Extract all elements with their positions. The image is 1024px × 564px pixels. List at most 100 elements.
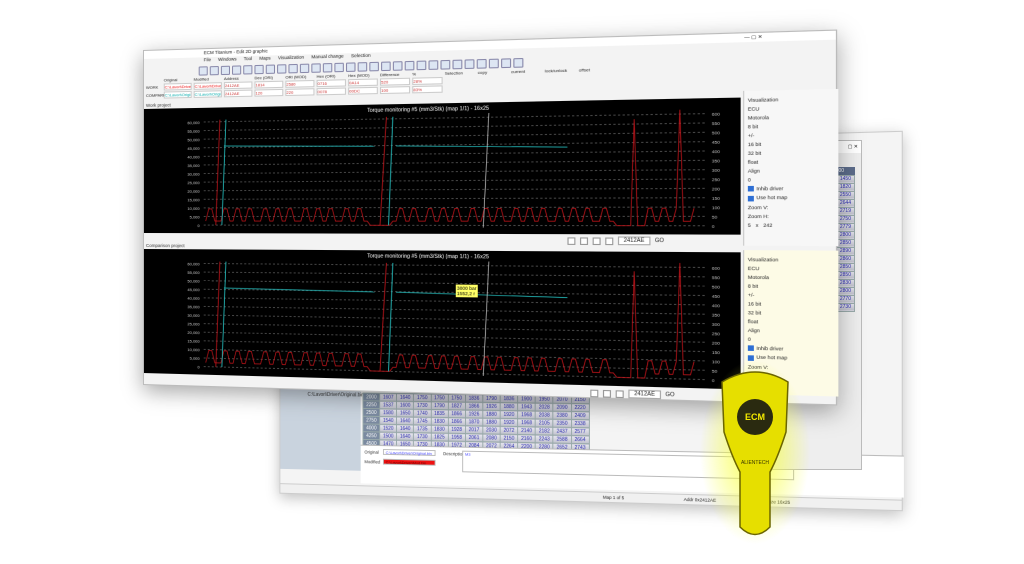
table-cell[interactable]: 1827 <box>448 401 466 410</box>
toolbar-button[interactable] <box>299 63 310 73</box>
info-cell[interactable]: 2412AE <box>223 89 253 98</box>
toolbar-button[interactable] <box>381 60 391 71</box>
toolbar-button[interactable] <box>209 65 219 75</box>
toolbar-button[interactable] <box>232 64 242 75</box>
nav-button[interactable] <box>567 236 576 245</box>
table-cell[interactable]: 1600 <box>396 401 414 410</box>
table-cell[interactable]: 1740 <box>413 409 431 418</box>
table-cell[interactable]: 2028 <box>535 402 554 412</box>
info-cell[interactable]: 2412AE <box>223 81 253 90</box>
checkbox[interactable] <box>747 354 754 361</box>
toolbar-button[interactable] <box>416 60 427 70</box>
table-cell[interactable]: 2350 <box>553 419 572 428</box>
table-cell[interactable]: 1880 <box>500 402 518 411</box>
menu-tool[interactable]: Tool <box>243 55 253 62</box>
size-w[interactable]: 5 <box>747 222 751 228</box>
work-chart-plot[interactable]: 60,00060055,00055050,00050045,00045040,0… <box>144 98 741 235</box>
toolbar-button[interactable] <box>392 60 403 71</box>
info-cell[interactable]: 120 <box>254 88 284 97</box>
info-cell[interactable]: 00DC <box>348 86 378 95</box>
go-button[interactable]: GO <box>654 237 665 245</box>
table-cell[interactable]: 2437 <box>553 427 572 436</box>
nav-button[interactable] <box>590 389 599 397</box>
nav-button[interactable] <box>592 236 601 245</box>
table-cell[interactable]: 1926 <box>465 409 483 419</box>
info-cell[interactable]: 0716 <box>316 79 346 88</box>
work-chart[interactable]: Torque monitoring #5 (mm3/Stk) (map 1/1)… <box>143 97 741 235</box>
menu-selection[interactable]: Selection <box>351 52 371 59</box>
table-cell[interactable]: 1790 <box>482 394 501 403</box>
info-cell[interactable]: 1814 <box>254 80 284 89</box>
toolbar-button[interactable] <box>404 60 415 70</box>
table-cell[interactable]: 1640 <box>396 393 414 402</box>
toolbar-button[interactable] <box>277 63 287 74</box>
table-cell[interactable]: 1926 <box>482 402 501 411</box>
menu-windows[interactable]: Windows <box>218 56 237 62</box>
address-field[interactable]: 2412AE <box>628 389 661 400</box>
toolbar-button[interactable] <box>254 64 264 74</box>
info-cell[interactable]: 520 <box>379 77 411 86</box>
table-cell[interactable]: 1750 <box>448 394 466 403</box>
info-cell[interactable]: 2580 <box>285 79 315 88</box>
toolbar-button[interactable] <box>311 62 321 73</box>
info-cell[interactable]: 0078 <box>316 87 346 96</box>
info-cell[interactable]: 28% <box>412 76 443 85</box>
table-cell[interactable]: 1943 <box>517 402 536 411</box>
comparison-chart[interactable]: Torque monitoring #5 (mm3/Stk) (map 1/1)… <box>143 249 741 390</box>
table-cell[interactable]: 1750 <box>413 393 431 402</box>
menu-manual-change[interactable]: Manual change <box>311 53 344 60</box>
table-cell[interactable]: 1866 <box>465 402 483 411</box>
table-cell[interactable]: 1607 <box>379 393 397 402</box>
table-cell[interactable]: 1580 <box>379 408 397 417</box>
toolbar-button[interactable] <box>345 61 356 72</box>
toolbar-button[interactable] <box>501 57 512 68</box>
size-h[interactable]: 242 <box>763 222 773 228</box>
window-controls[interactable]: — ▢ ✕ <box>744 33 763 40</box>
toolbar-button[interactable] <box>369 61 379 71</box>
checkbox[interactable] <box>747 195 754 202</box>
table-cell[interactable]: 2017 <box>465 425 483 434</box>
nav-button[interactable] <box>605 236 614 245</box>
menu-visualization[interactable]: Visualization <box>277 54 305 61</box>
comparison-chart-plot[interactable]: 60,00060055,00055050,00050045,00045040,0… <box>144 249 741 389</box>
table-cell[interactable]: 2182 <box>535 426 554 436</box>
checkbox[interactable] <box>747 345 754 352</box>
toolbar-button[interactable] <box>464 58 475 69</box>
table-cell[interactable]: 1880 <box>482 418 501 427</box>
table-cell[interactable]: 2220 <box>571 403 590 412</box>
table-cell[interactable]: 2038 <box>535 410 554 420</box>
table-cell[interactable]: 1640 <box>396 416 414 425</box>
table-cell[interactable]: 1750 <box>430 393 449 402</box>
table-cell[interactable]: 1640 <box>396 424 414 433</box>
nav-button[interactable] <box>580 236 589 245</box>
info-cell[interactable]: C:\Lavori\Original.bin <box>193 90 222 98</box>
table-cell[interactable]: 1870 <box>465 417 483 426</box>
nav-button[interactable] <box>615 389 624 398</box>
table-cell[interactable]: 2105 <box>535 418 554 428</box>
info-cell[interactable]: 0A14 <box>348 78 378 87</box>
table-cell[interactable]: 1790 <box>430 401 449 410</box>
toolbar-button[interactable] <box>440 59 451 70</box>
table-cell[interactable]: 1920 <box>500 418 518 427</box>
menu-file[interactable]: File <box>203 57 212 63</box>
info-cell[interactable]: C:\Lavori\Driver\Original.bin <box>163 82 192 91</box>
original-path[interactable]: C:\Lavori\Driver\Original.bin <box>382 449 436 456</box>
table-cell[interactable]: 2380 <box>553 411 572 420</box>
menu-maps[interactable]: Maps <box>259 55 271 61</box>
info-cell[interactable]: C:\Lavori\Original.bin <box>163 90 192 99</box>
table-cell[interactable]: 2030 <box>482 425 501 435</box>
table-cell[interactable]: 1880 <box>482 410 501 419</box>
toolbar-button[interactable] <box>488 58 499 68</box>
table-cell[interactable]: 1836 <box>465 394 483 403</box>
toolbar-button[interactable] <box>198 65 208 76</box>
info-cell[interactable]: C:\Lavori\Driver\Mod.bin <box>193 82 222 90</box>
table-cell[interactable]: 2090 <box>553 403 572 412</box>
toolbar-button[interactable] <box>357 61 368 72</box>
table-cell[interactable]: 1537 <box>379 400 397 409</box>
toolbar-button[interactable] <box>428 59 439 70</box>
modified-path[interactable]: C:\Lavori\Driver\Mod.bin <box>382 458 436 466</box>
project-file[interactable]: C:\Lavori\Driver\Original.bin <box>307 391 364 399</box>
toolbar-button[interactable] <box>513 57 524 68</box>
nav-button[interactable] <box>602 389 612 398</box>
toolbar-button[interactable] <box>220 65 230 75</box>
